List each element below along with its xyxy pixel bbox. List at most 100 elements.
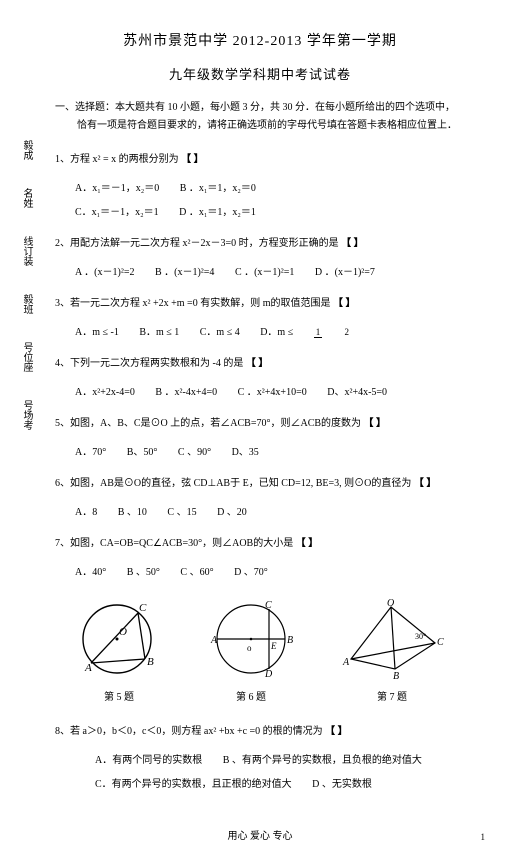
side-lbl: 毅成 [18,140,34,160]
answer-bracket: 【 】 [296,538,319,549]
quadrilateral-icon: O A B C 30° [337,599,447,681]
svg-text:A: A [84,662,92,674]
opt-d: D ．x₁＝1，x₂＝1 [179,207,256,218]
svg-text:A: A [210,635,218,646]
question-8: 8、若 a＞0，b＜0，c＜0，则方程 ax² +bx +c =0 的根的情况为… [55,721,465,743]
svg-text:C: C [139,602,147,614]
q1-options: A．x₁＝－1，x₂＝0 B ．x₁＝1，x₂＝0 C．x₁＝－1，x₂＝1 D… [55,177,465,225]
q-text: 7、如图，CA=OB=QC∠ACB=30°，则∠AOB的大小是 [55,538,293,549]
opt-b: B 、有两个异号的实数根，且负根的绝对值大 [223,755,422,766]
opt-c: C 、90° [178,447,211,458]
q-text: 3、若一元二次方程 x² +2x +m =0 有实数解，则 m的取值范围是 [55,298,330,309]
opt-c: C ．(x－1)²=1 [235,267,294,278]
question-5: 5、如图，A、B、C是⊙O 上的点，若∠ACB=70°，则∠ACB的度数为 【 … [55,413,465,435]
figure-6: A B C D o E 第 6 题 [201,599,301,703]
svg-text:O: O [119,626,127,638]
intro-line: 恰有一项是符合题目要求的，请将正确选项前的字母代号填在答题卡表格相应位置上． [55,117,465,135]
opt-a: A．x₁＝－1，x₂＝0 [75,183,159,194]
q7-options: A．40° B 、50° C 、60° D 、70° [55,561,465,585]
question-4: 4、下列一元二次方程两实数根和为 -4 的是 【 】 [55,353,465,375]
binding-margin-labels: 毅成 名姓 线订装 毅班 号位座 号场考 [18,140,38,458]
q2-options: A ．(x－1)²=2 B ．(x－1)²=4 C ．(x－1)²=1 D ．(… [55,261,465,285]
svg-text:B: B [393,671,399,681]
opt-d: D、x²+4x-5=0 [327,387,387,398]
figure-5: A B C O 第 5 题 [73,599,165,703]
opt-a: A．8 [75,507,97,518]
page-subtitle: 九年级数学学科期中考试试卷 [55,64,465,83]
section-intro: 一、选择题：本大题共有 10 小题，每小题 3 分，共 30 分．在每小题所给出… [55,99,465,135]
q4-options: A．x²+2x-4=0 B ．x²-4x+4=0 C ．x²+4x+10=0 D… [55,381,465,405]
svg-text:B: B [287,635,293,646]
circle-diagram-icon: A B C O [73,599,165,681]
opt-d-pre: D．m ≤ [260,327,293,338]
opt-b: B、50° [127,447,158,458]
svg-text:C: C [265,600,272,611]
side-lbl: 毅班 [18,294,34,314]
opt-b: B．m ≤ 1 [139,327,179,338]
q-text: 4、下列一元二次方程两实数根和为 -4 的是 [55,358,243,369]
svg-text:C: C [437,637,444,648]
opt-a: A ．(x－1)²=2 [75,267,134,278]
opt-a: A．70° [75,447,106,458]
svg-text:B: B [147,656,154,668]
opt-b: B ．x²-4x+4=0 [155,387,217,398]
opt-a: A．x²+2x-4=0 [75,387,135,398]
answer-bracket: 【 】 [325,726,348,737]
answer-bracket: 【 】 [414,478,437,489]
opt-c: C ．x²+4x+10=0 [238,387,307,398]
opt-a: A．40° [75,567,106,578]
fig-caption: 第 5 题 [73,688,165,703]
fraction: 1 2 [314,328,369,337]
side-lbl: 号场考 [18,400,34,430]
opt-d: D、35 [232,447,259,458]
fig-caption: 第 6 题 [201,688,301,703]
opt-d: D 、20 [217,507,247,518]
q6-options: A．8 B 、10 C 、15 D 、20 [55,501,465,525]
q-text: 6、如图，AB是⊙O的直径，弦 CD⊥AB于 E，已知 CD=12, BE=3,… [55,478,411,489]
page-number: 1 [481,832,486,842]
q8-options: A．有两个同号的实数根 B 、有两个异号的实数根，且负根的绝对值大 C．有两个异… [55,749,465,797]
question-1: 1、方程 x² = x 的两根分别为 【 】 [55,149,465,171]
opt-b: B ．x₁＝1，x₂＝0 [180,183,256,194]
opt-c: C 、15 [167,507,196,518]
figure-7: O A B C 30° 第 7 题 [337,599,447,703]
opt-c: C．有两个异号的实数根，且正根的绝对值大 [95,779,292,790]
side-lbl: 名姓 [18,188,34,208]
q-text: 1、方程 x² = x 的两根分别为 [55,154,179,165]
opt-c: C 、60° [180,567,213,578]
page-footer: 用心 爱心 专心 1 [55,827,465,842]
answer-bracket: 【 】 [246,358,269,369]
figures-row: A B C O 第 5 题 A B C D o E 第 6 题 O A B [55,599,465,703]
opt-d: D．m ≤ 1 2 [260,327,387,338]
question-7: 7、如图，CA=OB=QC∠ACB=30°，则∠AOB的大小是 【 】 [55,533,465,555]
intro-line: 一、选择题：本大题共有 10 小题，每小题 3 分，共 30 分．在每小题所给出… [55,99,465,117]
opt-d: D 、无实数根 [312,779,372,790]
question-3: 3、若一元二次方程 x² +2x +m =0 有实数解，则 m的取值范围是 【 … [55,293,465,315]
side-lbl: 号位座 [18,342,34,372]
q5-options: A．70° B、50° C 、90° D、35 [55,441,465,465]
opt-d: D ．(x－1)²=7 [315,267,375,278]
svg-text:E: E [270,641,277,651]
q-text: 2、用配方法解一元二次方程 x²－2x－3=0 时，方程变形正确的是 [55,238,339,249]
answer-bracket: 【 】 [333,298,356,309]
question-2: 2、用配方法解一元二次方程 x²－2x－3=0 时，方程变形正确的是 【 】 [55,233,465,255]
opt-b: B ．(x－1)²=4 [155,267,214,278]
svg-text:D: D [264,669,273,680]
opt-d: D 、70° [234,567,268,578]
frac-den: 2 [342,327,351,337]
opt-a: A．m ≤ -1 [75,327,119,338]
opt-b: B 、10 [118,507,147,518]
circle-chord-icon: A B C D o E [201,599,301,681]
q-text: 8、若 a＞0，b＜0，c＜0，则方程 ax² +bx +c =0 的根的情况为 [55,726,323,737]
footer-text: 用心 爱心 专心 [228,831,293,842]
answer-bracket: 【 】 [181,154,204,165]
opt-b: B 、50° [127,567,160,578]
opt-c: C．m ≤ 4 [200,327,240,338]
q-text: 5、如图，A、B、C是⊙O 上的点，若∠ACB=70°，则∠ACB的度数为 [55,418,361,429]
fig-caption: 第 7 题 [337,688,447,703]
svg-text:O: O [387,599,394,609]
side-lbl: 线订装 [18,236,34,266]
svg-text:30°: 30° [415,632,426,641]
answer-bracket: 【 】 [364,418,387,429]
opt-c: C．x₁＝－1，x₂＝1 [75,207,159,218]
